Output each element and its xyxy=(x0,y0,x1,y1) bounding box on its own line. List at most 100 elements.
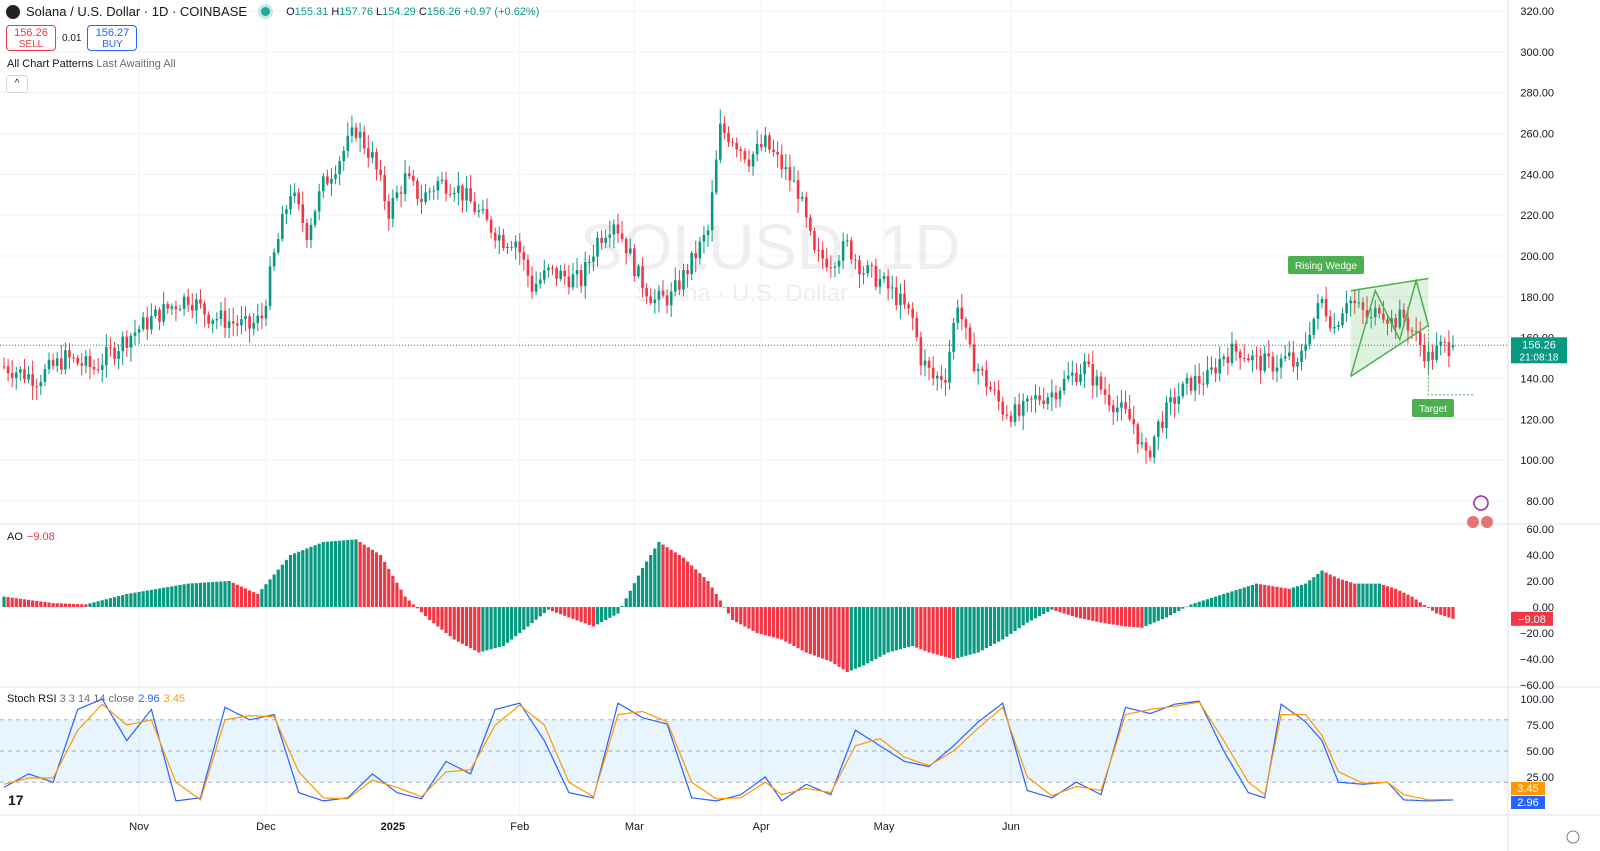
candle-body xyxy=(403,173,407,194)
symbol-title[interactable]: Solana / U.S. Dollar · 1D · COINBASE xyxy=(26,4,248,19)
ao-bar xyxy=(1168,607,1173,616)
candle-body xyxy=(1373,307,1377,318)
ao-bar xyxy=(493,607,497,649)
flag-icon xyxy=(1481,516,1493,528)
candle-body xyxy=(170,306,174,309)
ao-bar xyxy=(1435,607,1439,614)
buy-button[interactable]: 156.27 BUY xyxy=(87,25,138,51)
chevron-up-icon[interactable]: ^ xyxy=(6,75,28,93)
ao-bar xyxy=(186,583,190,607)
candle-body xyxy=(96,369,100,371)
ao-bar xyxy=(1054,607,1058,611)
ao-bar xyxy=(1361,583,1365,607)
ao-bar xyxy=(403,596,407,607)
market-status-icon[interactable] xyxy=(261,7,271,16)
ao-bar xyxy=(726,607,731,614)
stoch-rsi-legend[interactable]: Stoch RSI 3 3 14 14 close 2.96 3.45 xyxy=(7,693,186,705)
candle-body xyxy=(1079,374,1082,383)
candle-body xyxy=(416,180,419,199)
candle-body xyxy=(358,131,362,138)
price-tick-label: 120.00 xyxy=(1520,414,1554,426)
candle-body xyxy=(698,241,702,259)
ao-bar xyxy=(661,544,665,607)
ao-bar xyxy=(694,569,698,607)
ao-bar xyxy=(1332,576,1336,607)
time-tick-label: Mar xyxy=(625,821,644,833)
candle-body xyxy=(849,240,853,260)
candle-body xyxy=(334,174,337,179)
ao-bar xyxy=(1381,584,1386,607)
candle-body xyxy=(776,152,779,155)
ao-bar xyxy=(256,594,260,607)
candle-body xyxy=(338,161,341,175)
ao-bar xyxy=(1201,600,1205,607)
candle-body xyxy=(1071,372,1074,376)
candle-body xyxy=(1296,362,1299,367)
ao-bar xyxy=(1152,607,1156,623)
ao-bar xyxy=(882,607,886,655)
event-icon xyxy=(1473,495,1489,511)
ao-bar xyxy=(1410,596,1414,607)
ao-bar xyxy=(219,581,223,607)
candle-body xyxy=(1345,303,1348,314)
candle-body xyxy=(1222,356,1226,360)
candle-body xyxy=(19,369,22,373)
ao-bar xyxy=(497,607,501,648)
candle-body xyxy=(129,335,133,348)
candle-body xyxy=(440,179,444,182)
ao-bar xyxy=(170,586,174,607)
ao-legend[interactable]: AO −9.08 xyxy=(7,531,55,543)
price-tick-label: 180.00 xyxy=(1520,292,1554,304)
ao-bar xyxy=(1279,587,1283,607)
ao-bar xyxy=(1377,583,1381,607)
ao-tick-label: 60.00 xyxy=(1526,524,1554,536)
ao-bar xyxy=(1156,607,1160,621)
candle-body xyxy=(236,323,239,326)
ao-bar xyxy=(866,607,870,664)
ao-bar xyxy=(1443,607,1447,617)
ao-bar xyxy=(509,607,514,640)
ao-bar xyxy=(133,592,137,607)
candle-body xyxy=(215,318,219,321)
candle-body xyxy=(543,270,546,280)
time-tick-label: May xyxy=(874,821,895,833)
candle-body xyxy=(55,358,59,366)
ao-bar xyxy=(1373,583,1377,607)
patterns-indicator-legend[interactable]: All Chart Patterns Last Awaiting All xyxy=(7,58,176,70)
candle-body xyxy=(264,305,268,319)
ao-bar xyxy=(628,590,632,607)
candle-body xyxy=(624,239,628,254)
candle-body xyxy=(985,370,988,387)
ao-bar xyxy=(63,603,67,607)
candle-body xyxy=(874,265,878,287)
candle-body xyxy=(649,296,653,304)
ao-bar xyxy=(943,607,948,657)
ao-bar xyxy=(1173,607,1177,614)
candle-body xyxy=(1017,404,1021,416)
ao-bar xyxy=(522,607,526,630)
ao-bar xyxy=(395,582,399,607)
ao-bar xyxy=(919,607,923,650)
ao-bar xyxy=(702,577,706,607)
ao-bar xyxy=(861,607,866,666)
candle-body xyxy=(383,175,386,202)
candle-body xyxy=(43,369,47,382)
candle-body xyxy=(882,275,886,279)
candle-body xyxy=(342,151,346,162)
candle-body xyxy=(665,295,669,306)
candle-body xyxy=(1050,392,1054,398)
ao-bar xyxy=(616,607,620,614)
ao-bar xyxy=(452,607,456,640)
candle-body xyxy=(931,367,935,379)
ao-bar xyxy=(247,590,252,607)
candle-body xyxy=(227,321,231,328)
ao-bar xyxy=(1148,607,1152,625)
sell-button[interactable]: 156.26 SELL xyxy=(6,25,56,51)
candle-body xyxy=(915,317,919,338)
candle-body xyxy=(1026,398,1029,402)
ao-bar xyxy=(915,607,919,648)
candle-body xyxy=(903,293,906,305)
candle-body xyxy=(1402,309,1406,318)
candle-body xyxy=(203,303,206,315)
